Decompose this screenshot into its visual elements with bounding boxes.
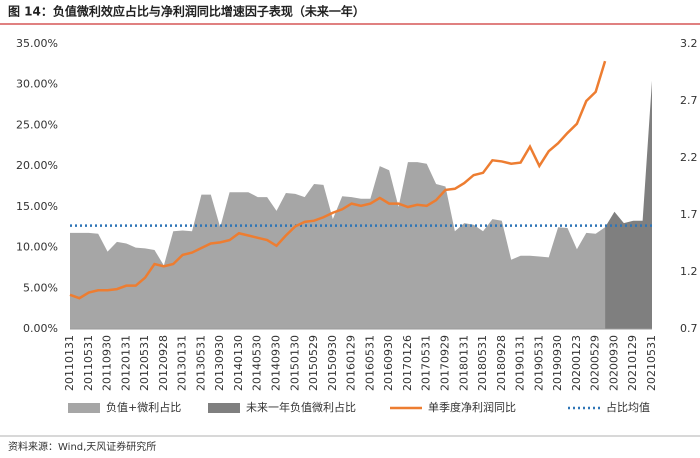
x-tick-label: 20200123 (570, 335, 583, 391)
x-tick-label: 20120531 (138, 335, 151, 391)
x-tick-label: 20140130 (232, 335, 245, 391)
x-tick-label: 20180531 (476, 335, 489, 391)
x-tick-label: 20110531 (82, 335, 95, 391)
chart-title: 图 14：负值微利效应占比与净利润同比增速因子表现（未来一年） (8, 4, 365, 19)
area (70, 162, 606, 329)
y-tick-label: 35.00% (16, 37, 58, 50)
x-tick-label: 20130930 (213, 335, 226, 391)
x-tick-label: 20160531 (363, 335, 376, 391)
y-tick-label: 10.00% (16, 241, 58, 254)
x-tick-label: 20110131 (63, 335, 76, 391)
x-tick-label: 20210531 (645, 335, 658, 391)
x-tick-label: 20210129 (626, 335, 639, 391)
legend-swatch (68, 403, 100, 413)
y2-tick-label: 1.7 (680, 208, 698, 221)
line (69, 60, 607, 300)
x-tick-label: 20140930 (270, 335, 283, 391)
x-tick-label: 20110930 (101, 335, 114, 391)
x-tick-label: 20160930 (382, 335, 395, 391)
legend-swatch (208, 403, 240, 413)
x-tick-label: 20190131 (514, 335, 527, 391)
x-tick-label: 20170929 (438, 335, 451, 391)
x-tick-label: 20160129 (345, 335, 358, 391)
source: 资料来源：Wind,天风证券研究所 (8, 440, 156, 453)
y-tick-label: 20.00% (16, 159, 58, 172)
x-tick-label: 20180131 (457, 335, 470, 391)
x-tick-label: 20170126 (401, 335, 414, 391)
x-tick-label: 20200529 (589, 335, 602, 391)
y2-tick-label: 2.7 (680, 94, 698, 107)
x-tick-label: 20130531 (194, 335, 207, 391)
x-tick-label: 20180928 (495, 335, 508, 391)
x-tick-label: 20150930 (326, 335, 339, 391)
y2-tick-label: 0.7 (680, 322, 698, 335)
y-tick-label: 5.00% (23, 281, 58, 294)
legend-label: 未来一年负值微利占比 (246, 400, 356, 414)
y2-tick-label: 1.2 (680, 265, 698, 278)
x-tick-label: 20170531 (420, 335, 433, 391)
x-tick-label: 20120928 (157, 335, 170, 391)
x-tick-label: 20150529 (307, 335, 320, 391)
legend-label: 负值+微利占比 (106, 400, 181, 414)
x-tick-label: 20130131 (176, 335, 189, 391)
y-tick-label: 25.00% (16, 118, 58, 131)
y-tick-label: 0.00% (23, 322, 58, 335)
x-tick-label: 20200930 (607, 335, 620, 391)
x-tick-label: 20190531 (532, 335, 545, 391)
y-tick-label: 30.00% (16, 78, 58, 91)
y2-tick-label: 3.2 (680, 37, 698, 50)
x-tick-label: 20140530 (251, 335, 264, 391)
area (605, 80, 652, 330)
legend-label: 单季度净利润同比 (428, 400, 516, 414)
y2-tick-label: 2.2 (680, 151, 698, 164)
x-tick-label: 20150130 (288, 335, 301, 391)
x-tick-label: 20190930 (551, 335, 564, 391)
y-tick-label: 15.00% (16, 200, 58, 213)
legend-label: 占比均值 (606, 400, 650, 414)
x-tick-label: 20120131 (119, 335, 132, 391)
